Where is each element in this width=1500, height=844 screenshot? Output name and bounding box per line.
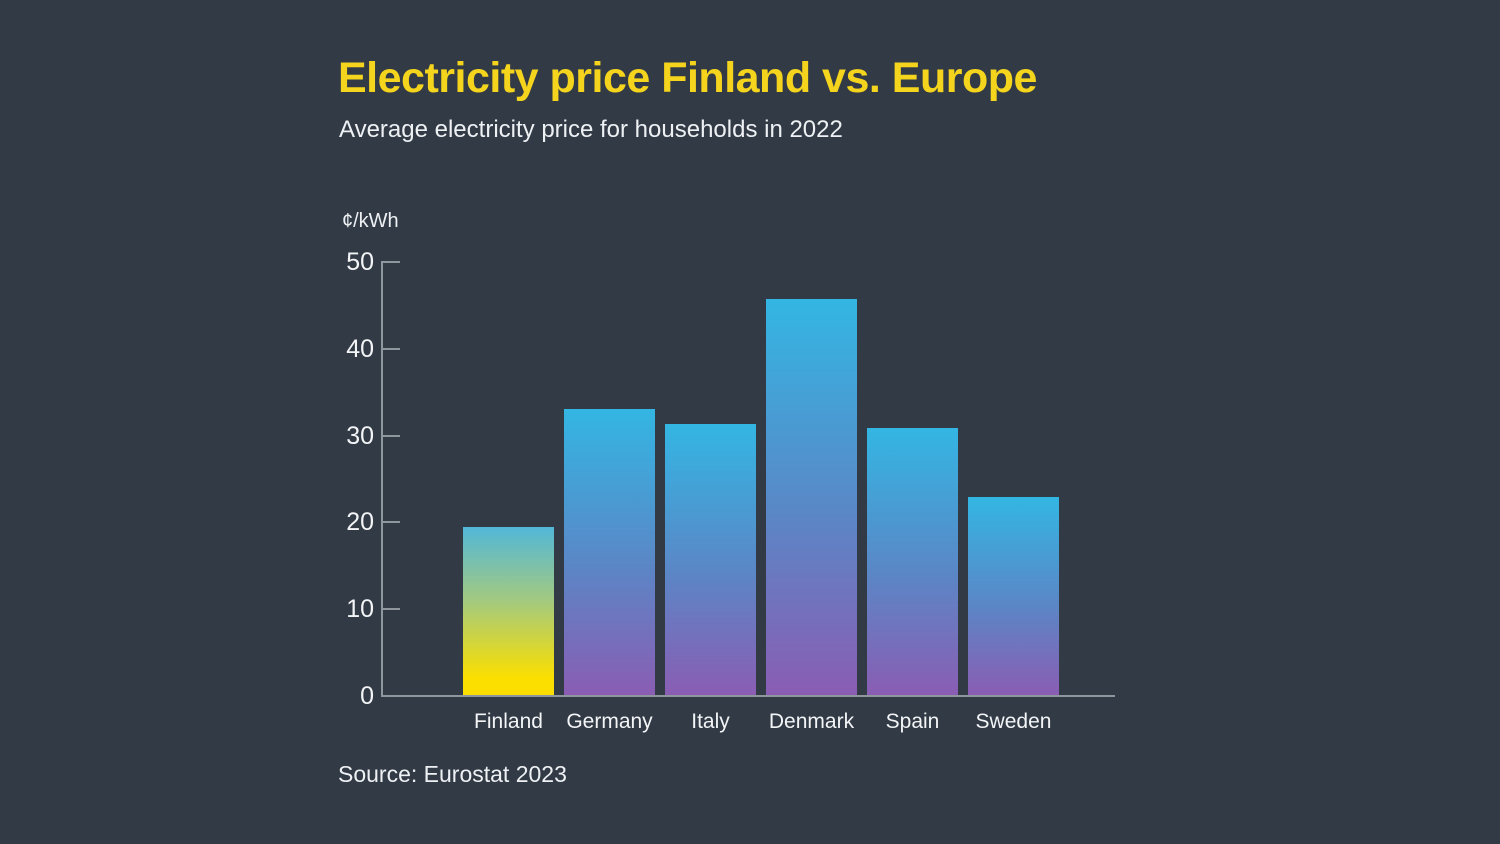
category-label-spain: Spain	[885, 710, 940, 733]
category-label-germany: Germany	[566, 710, 653, 733]
chart-title: Electricity price Finland vs. Europe	[338, 54, 1037, 102]
y-tick-label-30: 30	[346, 421, 374, 450]
y-tick-line-30	[381, 434, 400, 437]
category-label-italy: Italy	[691, 710, 730, 733]
bar-sweden	[968, 497, 1059, 695]
y-tick-line-40	[381, 347, 400, 350]
bar-denmark	[766, 299, 857, 695]
category-label-denmark: Denmark	[768, 710, 855, 733]
bar-spain	[867, 428, 958, 695]
y-tick-label-50: 50	[346, 248, 374, 276]
y-tick-line-10	[381, 608, 400, 611]
source-note: Source: Eurostat 2023	[338, 761, 567, 787]
category-label-finland: Finland	[474, 710, 543, 733]
category-label-sweden: Sweden	[975, 710, 1052, 733]
y-axis-unit-label: ¢/kWh	[342, 210, 399, 232]
y-tick-line-20	[381, 521, 400, 524]
y-tick-label-40: 40	[346, 334, 374, 363]
chart-subtitle: Average electricity price for households…	[339, 116, 843, 143]
y-tick-label-20: 20	[346, 508, 374, 537]
y-tick-label-10: 10	[346, 595, 374, 624]
x-axis-line	[381, 695, 1115, 697]
bar-finland	[463, 527, 554, 695]
y-axis-line	[381, 261, 383, 697]
bar-germany	[564, 409, 655, 695]
y-tick-label-0: 0	[360, 682, 374, 710]
y-tick-line-50	[381, 261, 400, 263]
bar-italy	[665, 424, 756, 695]
